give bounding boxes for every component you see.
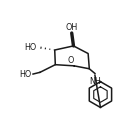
Text: HO: HO [24, 43, 37, 52]
Text: O: O [67, 56, 73, 65]
Text: OH: OH [66, 23, 78, 32]
Text: HO: HO [20, 70, 32, 79]
Text: NH: NH [89, 77, 101, 86]
